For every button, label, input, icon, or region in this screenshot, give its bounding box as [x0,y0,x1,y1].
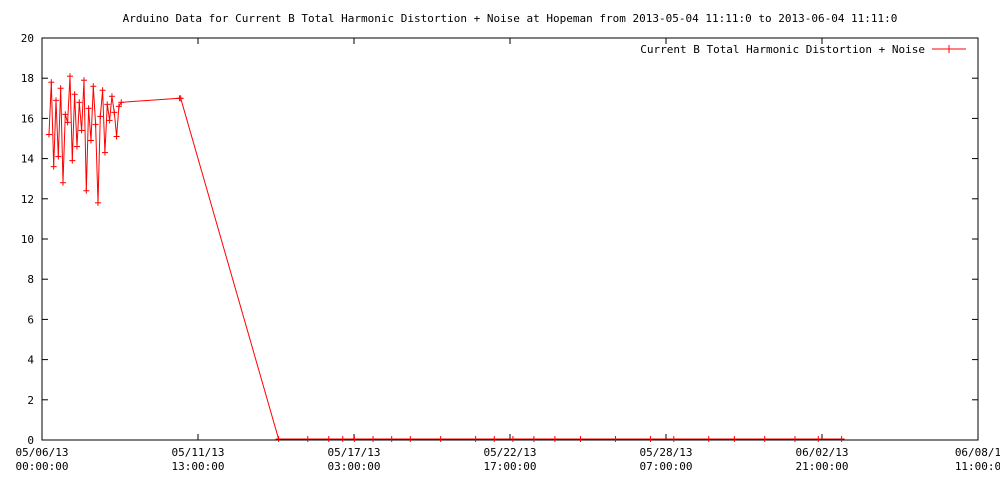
data-point [388,435,395,442]
y-tick-label: 0 [27,434,34,447]
x-tick-label-time: 00:00:00 [16,460,69,473]
data-point [551,435,558,442]
data-point [106,117,113,124]
x-tick-label-date: 05/06/13 [16,446,69,459]
data-point [66,73,73,80]
data-point [55,153,62,160]
data-point [87,137,94,144]
y-tick-label: 12 [21,193,34,206]
x-tick-label-time: 13:00:00 [172,460,225,473]
data-point [304,435,311,442]
x-tick-label-time: 21:00:00 [796,460,849,473]
x-tick-label-date: 05/28/13 [640,446,693,459]
data-point [113,133,120,140]
data-point [731,435,738,442]
data-point [530,435,537,442]
series-layer [45,73,845,442]
x-tick-label-date: 05/11/13 [172,446,225,459]
x-tick-label-time: 11:00:0 [955,460,1000,473]
x-tick-label-time: 17:00:00 [484,460,537,473]
data-point [45,131,52,138]
data-point [111,109,118,116]
data-point [612,435,619,442]
data-point [59,179,66,186]
data-point [92,121,99,128]
data-point [325,435,332,442]
data-point [275,435,282,442]
data-point [90,83,97,90]
data-point [101,149,108,156]
data-point [705,435,712,442]
data-point [99,87,106,94]
x-tick-label-date: 06/02/13 [796,446,849,459]
data-point [50,163,57,170]
y-tick-label: 10 [21,233,34,246]
data-point [76,99,83,106]
data-point [791,435,798,442]
y-tick-label: 4 [27,354,34,367]
data-point [370,435,377,442]
y-tick-label: 8 [27,273,34,286]
data-point [472,435,479,442]
data-point [761,435,768,442]
data-point [80,77,87,84]
data-point [670,435,677,442]
data-point [94,199,101,206]
data-point [48,79,55,86]
data-point [118,99,125,106]
data-point [69,157,76,164]
y-tick-label: 16 [21,112,34,125]
data-point [577,435,584,442]
data-point [339,435,346,442]
data-point [177,95,184,102]
x-tick-label-date: 05/17/13 [328,446,381,459]
y-axis: 0 2 4 6 8 10 12 14 16 18 20 [21,32,978,447]
data-point [115,103,122,110]
data-point [108,93,115,100]
y-tick-label: 14 [21,153,35,166]
x-tick-label-date: 06/08/1 [955,446,1000,459]
data-point [52,97,59,104]
x-tick-label-time: 03:00:00 [328,460,381,473]
data-point [104,101,111,108]
data-point [57,85,64,92]
data-point [62,111,69,118]
data-point [647,435,654,442]
series-line [48,76,842,440]
y-tick-label: 2 [27,394,34,407]
x-tick-label-time: 07:00:00 [640,460,693,473]
legend-label: Current B Total Harmonic Distortion + No… [640,43,925,56]
data-point [85,105,92,112]
x-tick-label-date: 05/22/13 [484,446,537,459]
y-tick-label: 6 [27,313,34,326]
data-point [71,91,78,98]
data-point [64,119,71,126]
data-point [437,435,444,442]
data-point [509,435,516,442]
data-point [838,435,845,442]
chart-title: Arduino Data for Current B Total Harmoni… [123,12,898,25]
legend: Current B Total Harmonic Distortion + No… [640,43,966,56]
y-tick-label: 20 [21,32,34,45]
data-point [97,113,104,120]
data-point [407,435,414,442]
data-point [491,435,498,442]
data-point [815,435,822,442]
data-point [351,435,358,442]
data-point [83,187,90,194]
y-tick-label: 18 [21,72,34,85]
data-point [73,143,80,150]
data-point [78,127,85,134]
